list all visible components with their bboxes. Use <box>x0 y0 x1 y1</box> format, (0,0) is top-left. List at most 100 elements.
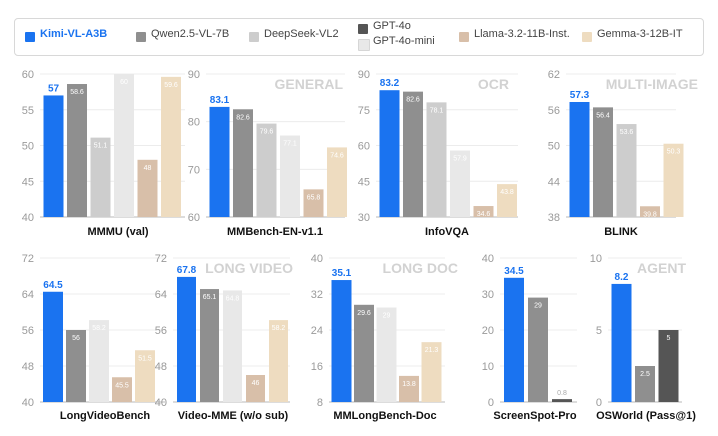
y-tick-label: 40 <box>22 397 34 409</box>
y-tick-label: 80 <box>188 117 200 129</box>
section-label: LONG DOC <box>383 260 458 276</box>
legend-label: Kimi-VL-A3B <box>40 28 108 40</box>
section-label: GENERAL <box>275 76 344 92</box>
data-label: 13.8 <box>402 381 416 388</box>
bar <box>593 107 613 217</box>
bar <box>269 320 288 402</box>
data-label: 53.6 <box>620 129 634 136</box>
data-label: 0.8 <box>557 390 567 397</box>
data-label: 34.6 <box>477 211 491 218</box>
chart-title: MMBench-EN-v1.1 <box>227 226 323 238</box>
section-label: AGENT <box>637 260 686 276</box>
chart-title: MMLongBench-Doc <box>333 410 436 422</box>
y-tick-label: 40 <box>311 253 323 265</box>
data-label: 60 <box>120 79 128 86</box>
bar <box>399 375 419 402</box>
bar <box>90 137 111 217</box>
legend-swatch <box>358 24 368 34</box>
y-tick-label: 10 <box>590 253 602 265</box>
chart-title: InfoVQA <box>425 226 469 238</box>
legend: Kimi-VL-A3B Qwen2.5-VL-7B DeepSeek-VL2 GPT-… <box>14 18 704 56</box>
data-label: 82.6 <box>406 97 420 104</box>
y-tick-label: 56 <box>155 325 167 337</box>
y-tick-label: 90 <box>188 69 200 81</box>
bar <box>137 159 158 217</box>
bar <box>256 123 277 217</box>
legend-label: DeepSeek-VL2 <box>264 28 339 40</box>
legend-swatch <box>25 32 35 42</box>
data-label: 82.6 <box>236 114 250 121</box>
data-label: 57 <box>48 83 60 94</box>
legend-swatch <box>358 39 370 51</box>
y-tick-label: 45 <box>22 176 34 188</box>
y-tick-label: 62 <box>548 69 560 81</box>
bar <box>616 124 637 217</box>
y-tick-label: 48 <box>155 361 167 373</box>
y-tick-label: 0 <box>596 397 602 409</box>
y-tick-label: 44 <box>548 176 560 188</box>
data-label: 67.8 <box>177 265 197 276</box>
data-label: 56 <box>72 335 80 342</box>
data-label: 64.8 <box>226 295 240 302</box>
y-tick-label: 20 <box>482 325 494 337</box>
y-tick-label: 72 <box>155 253 167 265</box>
data-label: 77.1 <box>283 140 297 147</box>
y-tick-label: 40 <box>155 397 167 409</box>
bar <box>421 342 442 402</box>
y-tick-label: 60 <box>22 69 34 81</box>
bar <box>379 90 400 217</box>
y-tick-label: 60 <box>358 141 370 153</box>
bar <box>200 289 219 402</box>
bar <box>635 366 655 402</box>
data-label: 59.6 <box>164 82 178 89</box>
y-tick-label: 8 <box>317 397 323 409</box>
bar <box>177 276 196 402</box>
bar <box>223 290 242 402</box>
y-tick-label: 40 <box>22 212 34 224</box>
y-tick-label: 55 <box>22 105 34 117</box>
chart-title: ScreenSpot-Pro <box>493 410 576 422</box>
data-label: 43.8 <box>500 189 514 196</box>
data-label: 65.8 <box>307 194 321 201</box>
y-tick-label: 56 <box>548 105 560 117</box>
data-label: 65.1 <box>203 294 217 301</box>
data-label: 83.1 <box>210 95 230 106</box>
bar <box>327 147 347 217</box>
y-tick-label: 50 <box>548 141 560 153</box>
data-label: 51.5 <box>138 355 152 362</box>
bar <box>450 150 470 217</box>
y-tick-label: 30 <box>482 289 494 301</box>
bar <box>552 399 572 402</box>
data-label: 51.1 <box>94 143 108 150</box>
bar <box>66 330 86 402</box>
data-label: 29 <box>383 313 391 320</box>
data-label: 57.3 <box>570 90 590 101</box>
bar <box>376 307 397 402</box>
section-label: MULTI-IMAGE <box>606 76 698 92</box>
data-label: 57.9 <box>453 156 467 163</box>
bar <box>426 102 447 217</box>
bar <box>89 320 109 402</box>
y-tick-label: 64 <box>22 289 34 301</box>
bar <box>528 297 548 402</box>
data-label: 2.5 <box>640 371 650 378</box>
y-tick-label: 30 <box>358 212 370 224</box>
y-tick-label: 16 <box>311 361 323 373</box>
bar <box>569 102 590 217</box>
data-label: 8.2 <box>615 272 629 283</box>
legend-label: GPT-4o <box>373 20 411 32</box>
data-label: 58.6 <box>70 89 84 96</box>
y-tick-label: 64 <box>155 289 167 301</box>
y-tick-label: 56 <box>22 325 34 337</box>
data-label: 58.2 <box>92 325 106 332</box>
y-tick-label: 48 <box>22 361 34 373</box>
y-tick-label: 45 <box>358 176 370 188</box>
bar <box>473 206 494 217</box>
y-tick-label: 50 <box>22 141 34 153</box>
bar <box>497 184 517 217</box>
y-tick-label: 5 <box>596 325 602 337</box>
bar <box>135 350 155 402</box>
y-tick-label: 90 <box>358 69 370 81</box>
bar <box>658 330 679 402</box>
